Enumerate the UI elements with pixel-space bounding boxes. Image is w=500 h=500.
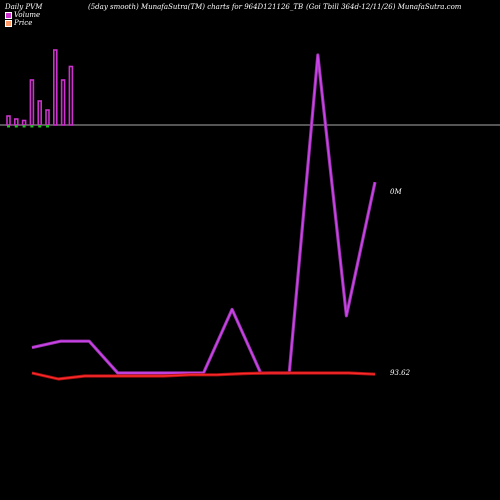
legend-label-price: Price <box>14 19 33 27</box>
volume-bar <box>52 49 58 126</box>
chart-title-left: Daily PVM <box>5 3 43 11</box>
volume-bar <box>14 118 19 126</box>
volume-down-marker <box>30 125 34 128</box>
legend-title-row: Daily PVM <box>5 3 42 11</box>
volume-down-marker <box>38 125 42 128</box>
volume-value-label: 0M <box>390 188 402 196</box>
volume-bar <box>60 79 66 126</box>
volume-bar <box>37 100 43 126</box>
chart-title-right: (Goi Tbill 364d-12/11/26) MunafaSutra.co… <box>306 3 462 11</box>
legend-swatch-price <box>5 19 12 27</box>
volume-down-marker <box>7 125 10 128</box>
volume-down-marker <box>22 125 26 128</box>
volume-line <box>31 54 376 374</box>
chart-title-center: (5day smooth) MunafaSutra(TM) charts for… <box>88 3 304 11</box>
price-value-label: 93.62 <box>390 369 411 377</box>
volume-bar <box>68 65 74 126</box>
volume-down-marker <box>46 125 49 128</box>
legend-item-volume: Volume <box>5 11 42 19</box>
volume-down-marker <box>14 125 18 128</box>
legend-swatch-volume <box>5 11 12 19</box>
volume-bar <box>45 109 50 126</box>
legend-label-volume: Volume <box>14 11 41 19</box>
volume-bar <box>21 119 27 126</box>
legend: Daily PVM Volume Price <box>5 3 42 27</box>
volume-bar <box>29 79 35 126</box>
volume-bar <box>6 115 11 126</box>
legend-item-price: Price <box>5 19 42 27</box>
price-line <box>31 372 376 380</box>
